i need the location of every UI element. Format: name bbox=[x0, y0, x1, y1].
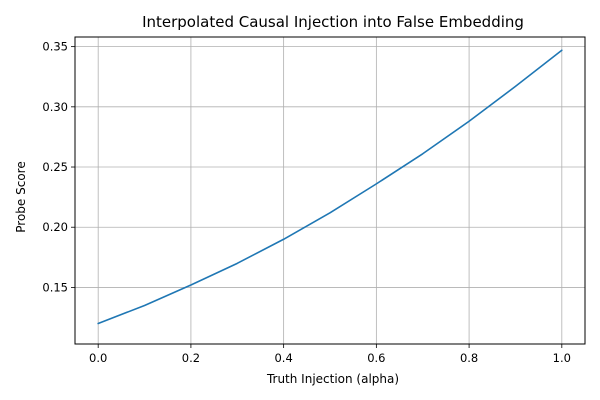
x-tick-label: 0.8 bbox=[460, 351, 478, 365]
x-tick-label: 1.0 bbox=[553, 351, 571, 365]
plot-frame bbox=[74, 36, 586, 345]
x-tick-label: 0.6 bbox=[367, 351, 385, 365]
series-layer bbox=[97, 49, 563, 325]
y-tick-label: 0.25 bbox=[42, 160, 68, 174]
grid-lines bbox=[75, 37, 585, 344]
x-tick-label: 0.0 bbox=[89, 351, 107, 365]
series-line bbox=[97, 49, 563, 325]
y-axis-label: Probe Score bbox=[14, 161, 28, 232]
y-tick-label: 0.15 bbox=[42, 280, 68, 294]
x-tick-label: 0.2 bbox=[182, 351, 200, 365]
y-tick-label: 0.20 bbox=[42, 220, 68, 234]
chart-title: Interpolated Causal Injection into False… bbox=[142, 13, 524, 31]
x-axis-label: Truth Injection (alpha) bbox=[266, 372, 399, 386]
x-tick-label: 0.4 bbox=[274, 351, 292, 365]
axis-ticks: 0.0 0.2 0.4 0.6 0.8 1.0 0.15 0.20 0.25 0.30 0.35 bbox=[42, 40, 571, 365]
y-tick-label: 0.30 bbox=[42, 100, 68, 114]
y-tick-label: 0.35 bbox=[42, 40, 68, 54]
